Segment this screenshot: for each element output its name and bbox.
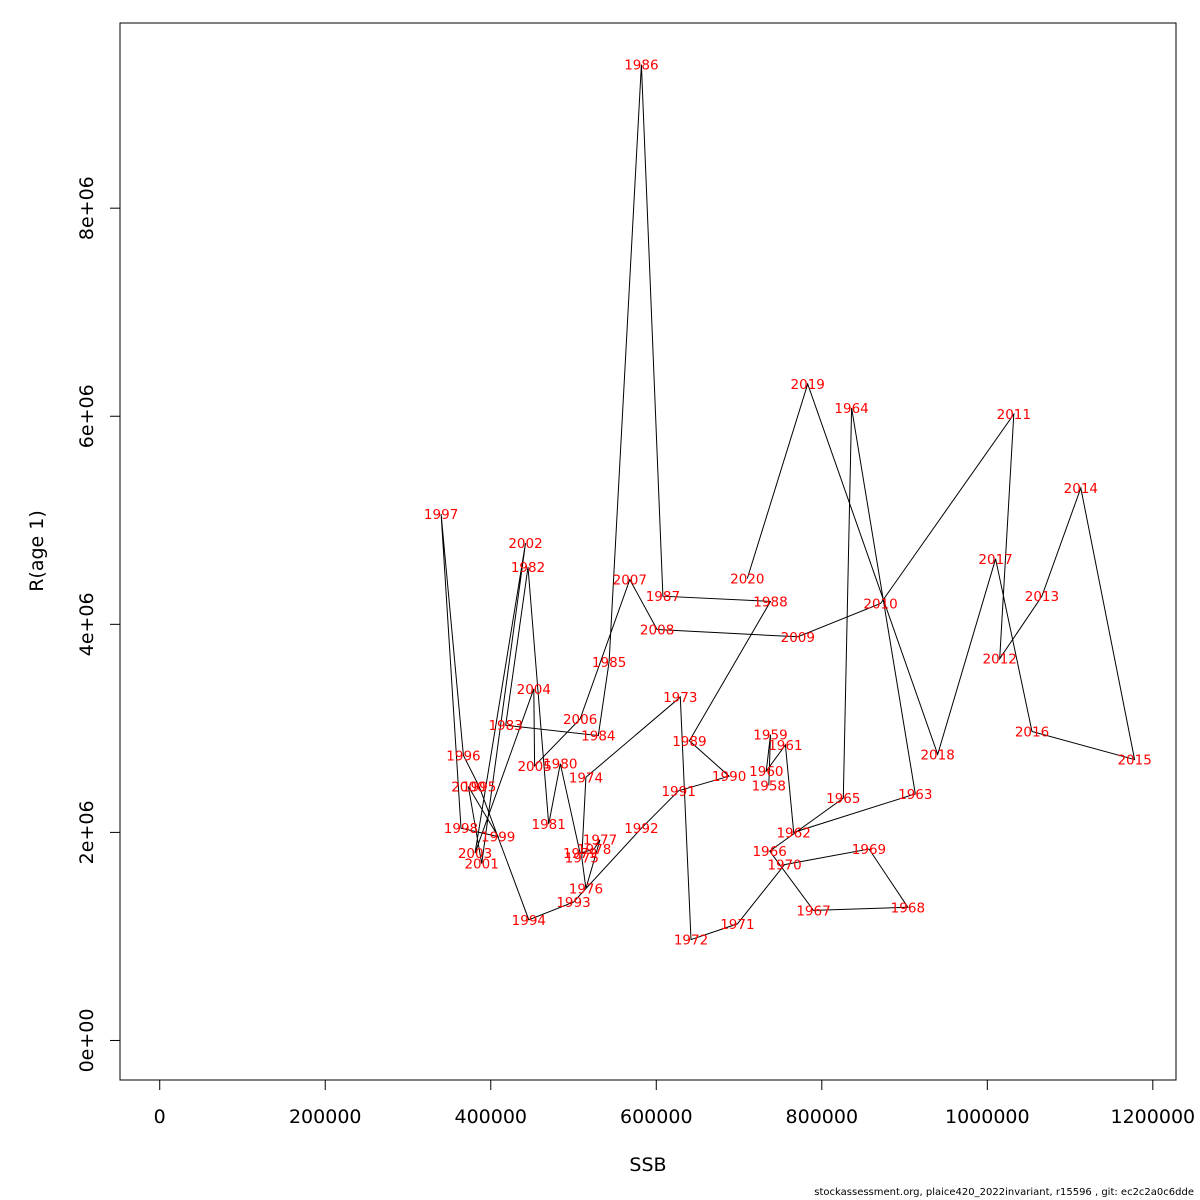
point-label-1977: 1977: [583, 833, 617, 849]
point-label-1961: 1961: [768, 738, 802, 754]
point-label-1982: 1982: [511, 560, 545, 576]
point-label-1958: 1958: [752, 779, 786, 795]
y-tick-label: 6e+06: [76, 384, 98, 448]
point-label-1990: 1990: [712, 769, 746, 785]
point-label-1999: 1999: [481, 830, 515, 846]
point-label-2008: 2008: [640, 623, 674, 639]
point-label-1968: 1968: [891, 900, 925, 916]
x-tick-label: 1200000: [1111, 1106, 1196, 1128]
series-lines: [440, 64, 1136, 941]
y-axis-title: R(age 1): [26, 510, 48, 592]
point-label-2019: 2019: [791, 377, 825, 393]
point-label-1971: 1971: [720, 917, 754, 933]
plot-frame: [119, 22, 1177, 1081]
point-label-2011: 2011: [997, 407, 1031, 423]
point-label-1964: 1964: [834, 401, 868, 417]
point-label-1992: 1992: [624, 821, 658, 837]
point-label-1980: 1980: [543, 757, 577, 773]
point-label-1962: 1962: [776, 825, 810, 841]
point-label-1996: 1996: [446, 748, 480, 764]
point-label-1989: 1989: [672, 734, 706, 750]
y-tick-label: 4e+06: [76, 592, 98, 656]
point-label-1969: 1969: [852, 842, 886, 858]
point-label-1967: 1967: [796, 903, 830, 919]
point-label-2004: 2004: [517, 682, 551, 698]
point-label-1991: 1991: [661, 784, 695, 800]
point-label-1978: 1978: [577, 842, 611, 858]
x-tick-label: 0: [154, 1106, 166, 1128]
x-tick-label: 800000: [786, 1106, 859, 1128]
point-label-1983: 1983: [488, 718, 522, 734]
point-label-1987: 1987: [646, 589, 680, 605]
point-label-2015: 2015: [1117, 753, 1151, 769]
point-label-2016: 2016: [1015, 724, 1049, 740]
point-label-1997: 1997: [424, 507, 458, 523]
point-label-2013: 2013: [1025, 589, 1059, 605]
point-label-2005: 2005: [517, 759, 551, 775]
y-tick-label: 0e+00: [76, 1009, 98, 1073]
point-label-2003: 2003: [458, 846, 492, 862]
y-tick-label: 8e+06: [76, 176, 98, 240]
x-tick-label: 400000: [454, 1106, 527, 1128]
series-line: [440, 64, 1136, 941]
point-label-1973: 1973: [663, 690, 697, 706]
x-tick-label: 200000: [289, 1106, 362, 1128]
point-label-2006: 2006: [563, 712, 597, 728]
point-label-1972: 1972: [674, 933, 708, 949]
point-label-1975: 1975: [565, 850, 599, 866]
point-label-1986: 1986: [624, 58, 658, 74]
point-label-2018: 2018: [920, 747, 954, 763]
point-label-1995: 1995: [462, 780, 496, 796]
point-label-2020: 2020: [730, 572, 764, 588]
x-axis-title: SSB: [629, 1154, 666, 1176]
point-label-1985: 1985: [592, 655, 626, 671]
point-label-1976: 1976: [569, 882, 603, 898]
point-label-2017: 2017: [978, 552, 1012, 568]
point-label-2001: 2001: [464, 857, 498, 873]
point-label-2009: 2009: [781, 630, 815, 646]
point-label-1959: 1959: [753, 728, 787, 744]
point-label-1963: 1963: [898, 787, 932, 803]
point-label-2010: 2010: [863, 597, 897, 613]
point-label-1979: 1979: [563, 846, 597, 862]
point-label-1970: 1970: [767, 858, 801, 874]
point-label-2002: 2002: [508, 536, 542, 552]
point-label-1966: 1966: [752, 844, 786, 860]
point-label-1993: 1993: [556, 895, 590, 911]
point-labels: 1958 1959 1960 1961 1962 1963 1964 1965 1966 1967…: [424, 58, 1152, 949]
point-label-1998: 1998: [444, 821, 478, 837]
point-label-2014: 2014: [1064, 481, 1098, 497]
point-label-1988: 1988: [753, 594, 787, 610]
x-tick-label: 600000: [620, 1106, 693, 1128]
footer-credit: stockassessment.org, plaice420_2022invar…: [814, 1187, 1194, 1198]
point-label-1994: 1994: [512, 913, 546, 929]
x-axis: 0 200000 400000 600000 800000 1000000 1200000: [154, 1079, 1196, 1128]
point-label-2000: 2000: [451, 780, 485, 796]
point-label-1981: 1981: [532, 817, 566, 833]
y-axis: 0e+00 2e+06 4e+06 6e+06 8e+06: [76, 176, 121, 1073]
point-label-2012: 2012: [983, 652, 1017, 668]
point-label-1974: 1974: [569, 770, 603, 786]
point-label-1984: 1984: [581, 729, 615, 745]
point-label-1965: 1965: [826, 791, 860, 807]
x-tick-label: 1000000: [945, 1106, 1030, 1128]
point-label-2007: 2007: [613, 573, 647, 589]
point-label-1960: 1960: [749, 764, 783, 780]
y-tick-label: 2e+06: [76, 800, 98, 864]
